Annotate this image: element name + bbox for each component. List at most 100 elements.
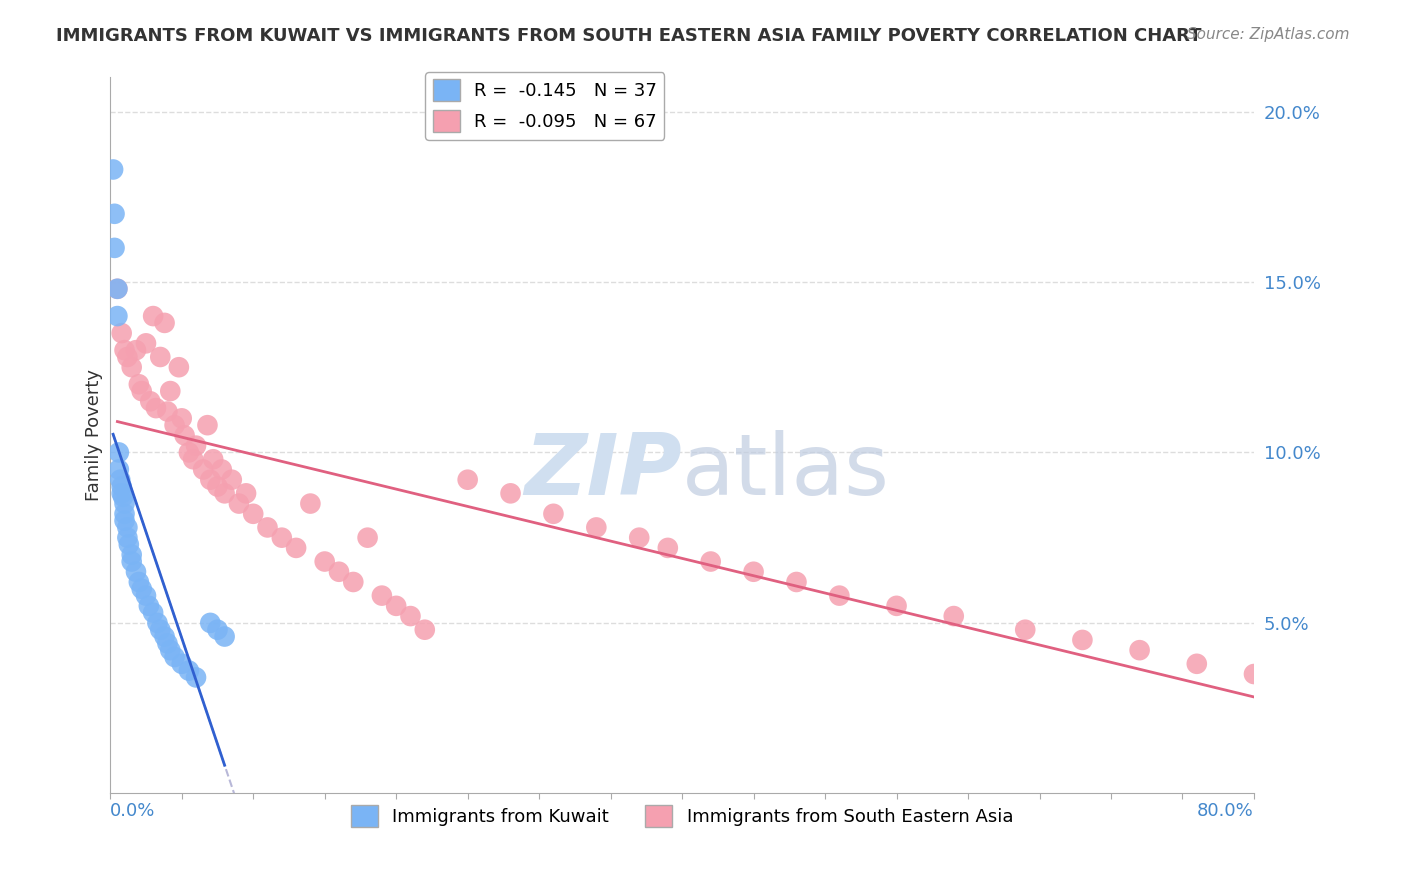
Point xyxy=(657,541,679,555)
Point xyxy=(886,599,908,613)
Point xyxy=(103,241,125,255)
Point xyxy=(214,486,236,500)
Point xyxy=(457,473,479,487)
Point xyxy=(628,531,651,545)
Point xyxy=(285,541,308,555)
Point xyxy=(170,411,193,425)
Point xyxy=(699,555,721,569)
Point xyxy=(125,565,148,579)
Point xyxy=(145,401,167,416)
Text: Source: ZipAtlas.com: Source: ZipAtlas.com xyxy=(1187,27,1350,42)
Point xyxy=(114,497,136,511)
Point xyxy=(207,623,229,637)
Point xyxy=(193,462,215,476)
Point xyxy=(142,309,165,323)
Point xyxy=(228,497,250,511)
Point xyxy=(125,343,148,358)
Point xyxy=(112,490,135,504)
Point xyxy=(1014,623,1036,637)
Point xyxy=(156,404,179,418)
Point xyxy=(114,507,136,521)
Point xyxy=(942,609,965,624)
Point xyxy=(1243,667,1265,681)
Point xyxy=(167,360,190,375)
Legend: Immigrants from Kuwait, Immigrants from South Eastern Asia: Immigrants from Kuwait, Immigrants from … xyxy=(343,798,1021,834)
Point xyxy=(242,507,264,521)
Point xyxy=(121,548,143,562)
Point xyxy=(270,531,292,545)
Point xyxy=(200,615,222,630)
Point xyxy=(131,582,153,596)
Point xyxy=(1329,684,1351,698)
Point xyxy=(202,452,225,467)
Point xyxy=(221,473,243,487)
Point xyxy=(111,486,134,500)
Point xyxy=(177,445,200,459)
Point xyxy=(214,630,236,644)
Point xyxy=(828,589,851,603)
Point xyxy=(207,479,229,493)
Y-axis label: Family Poverty: Family Poverty xyxy=(86,369,103,501)
Point xyxy=(159,643,181,657)
Point xyxy=(121,360,143,375)
Point xyxy=(156,636,179,650)
Point xyxy=(121,555,143,569)
Point xyxy=(146,615,169,630)
Point xyxy=(117,520,139,534)
Point xyxy=(114,514,136,528)
Point xyxy=(256,520,278,534)
Point xyxy=(1386,701,1406,715)
Point xyxy=(1357,690,1379,705)
Point xyxy=(173,428,195,442)
Point xyxy=(135,589,157,603)
Point xyxy=(103,207,125,221)
Text: 80.0%: 80.0% xyxy=(1198,802,1254,820)
Point xyxy=(342,574,364,589)
Point xyxy=(138,599,160,613)
Point xyxy=(328,565,350,579)
Point xyxy=(111,326,134,340)
Point xyxy=(585,520,607,534)
Point xyxy=(385,599,408,613)
Point xyxy=(413,623,436,637)
Point xyxy=(184,439,207,453)
Point xyxy=(299,497,322,511)
Point xyxy=(105,282,128,296)
Point xyxy=(101,162,124,177)
Point xyxy=(742,565,765,579)
Point xyxy=(114,343,136,358)
Point xyxy=(149,623,172,637)
Point xyxy=(135,336,157,351)
Point xyxy=(177,664,200,678)
Point xyxy=(108,462,131,476)
Point xyxy=(543,507,565,521)
Point xyxy=(108,445,131,459)
Text: IMMIGRANTS FROM KUWAIT VS IMMIGRANTS FROM SOUTH EASTERN ASIA FAMILY POVERTY CORR: IMMIGRANTS FROM KUWAIT VS IMMIGRANTS FRO… xyxy=(56,27,1202,45)
Point xyxy=(200,473,222,487)
Point xyxy=(314,555,336,569)
Point xyxy=(184,670,207,684)
Text: atlas: atlas xyxy=(682,430,890,513)
Point xyxy=(153,316,176,330)
Point xyxy=(117,531,139,545)
Point xyxy=(149,350,172,364)
Point xyxy=(1285,677,1308,691)
Point xyxy=(1185,657,1208,671)
Point xyxy=(163,418,186,433)
Point xyxy=(1071,632,1094,647)
Point xyxy=(399,609,422,624)
Point xyxy=(117,350,139,364)
Text: 0.0%: 0.0% xyxy=(110,802,156,820)
Point xyxy=(128,574,150,589)
Point xyxy=(499,486,522,500)
Point xyxy=(128,377,150,392)
Point xyxy=(111,479,134,493)
Text: ZIP: ZIP xyxy=(524,430,682,513)
Point xyxy=(105,282,128,296)
Point xyxy=(785,574,807,589)
Point xyxy=(371,589,394,603)
Point xyxy=(235,486,257,500)
Point xyxy=(1129,643,1152,657)
Point xyxy=(131,384,153,398)
Point xyxy=(170,657,193,671)
